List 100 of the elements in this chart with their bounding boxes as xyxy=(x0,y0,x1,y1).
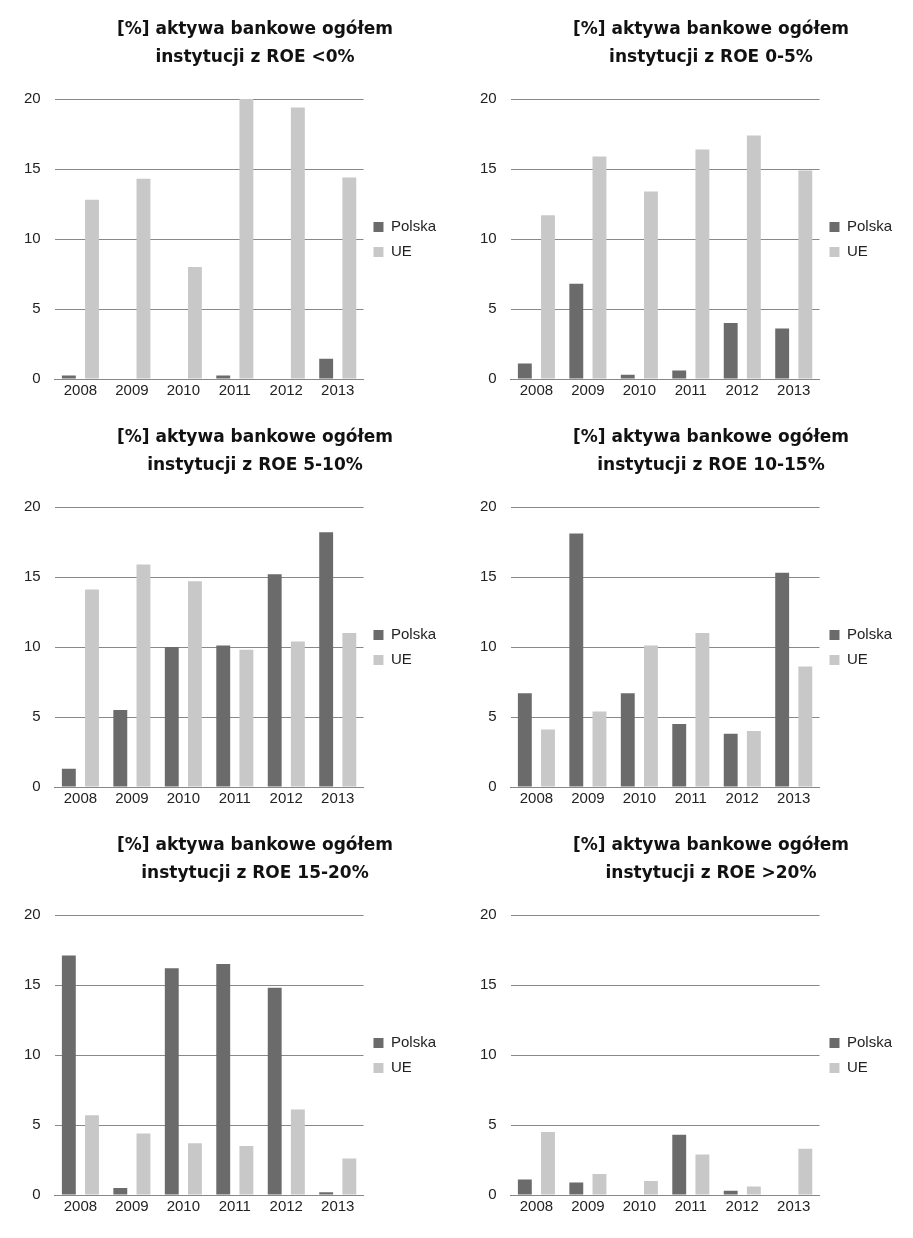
y-tick-label: 0 xyxy=(32,777,41,795)
bar xyxy=(187,1143,202,1195)
bar xyxy=(775,572,790,787)
y-tick-label: 0 xyxy=(32,1185,41,1203)
y-tick-label: 15 xyxy=(480,159,497,177)
bar xyxy=(290,1109,305,1195)
x-tick-label: 2012 xyxy=(269,381,303,399)
y-tick-label: 5 xyxy=(32,707,41,725)
bar xyxy=(136,178,151,379)
y-tick-label: 5 xyxy=(488,707,497,725)
bar xyxy=(85,199,99,379)
x-tick-label: 2008 xyxy=(519,381,554,399)
x-tick-label: 2011 xyxy=(674,381,707,399)
legend-label: UE xyxy=(846,1058,868,1076)
x-tick-label: 2008 xyxy=(63,381,98,399)
bar xyxy=(798,170,813,379)
y-tick-label: 0 xyxy=(488,369,497,387)
bar xyxy=(723,323,738,379)
bar xyxy=(187,581,202,787)
x-tick-label: 2013 xyxy=(777,381,811,399)
y-tick-label: 15 xyxy=(480,567,497,585)
legend-label: Polska xyxy=(846,1033,893,1051)
x-tick-label: 2011 xyxy=(674,789,707,807)
bar xyxy=(746,135,761,379)
x-tick-label: 2009 xyxy=(571,789,605,807)
y-tick-label: 5 xyxy=(488,299,497,317)
bar xyxy=(342,177,357,379)
y-tick-label: 10 xyxy=(24,229,41,247)
legend-label: UE xyxy=(390,242,412,260)
bar xyxy=(541,1132,555,1195)
legend-label: Polska xyxy=(846,217,893,235)
bar xyxy=(164,968,179,1195)
y-tick-label: 15 xyxy=(480,975,497,993)
bar xyxy=(620,693,635,787)
x-tick-label: 2008 xyxy=(63,1197,98,1215)
x-tick-label: 2012 xyxy=(725,381,759,399)
bar xyxy=(695,1154,710,1195)
y-tick-label: 20 xyxy=(480,905,497,923)
bar xyxy=(136,564,151,787)
bar xyxy=(672,370,687,379)
x-tick-label: 2009 xyxy=(571,381,605,399)
x-tick-label: 2013 xyxy=(321,1197,355,1215)
bar xyxy=(569,283,584,379)
bar xyxy=(113,710,128,787)
y-tick-label: 0 xyxy=(32,369,41,387)
bar xyxy=(592,1174,607,1195)
bar xyxy=(695,149,710,379)
y-tick-label: 20 xyxy=(480,497,497,515)
bar xyxy=(798,1148,813,1195)
x-tick-label: 2009 xyxy=(115,381,149,399)
bar xyxy=(541,729,555,787)
bar xyxy=(85,589,99,787)
x-tick-label: 2013 xyxy=(777,789,811,807)
legend-label: UE xyxy=(390,1058,412,1076)
y-tick-label: 5 xyxy=(32,299,41,317)
bar xyxy=(136,1133,151,1195)
x-tick-label: 2011 xyxy=(218,1197,251,1215)
y-tick-label: 15 xyxy=(24,159,41,177)
x-tick-label: 2013 xyxy=(321,381,355,399)
chart-title: [%] aktywa bankowe ogółem instytucji z ROE 5-10% xyxy=(115,425,395,476)
x-tick-label: 2010 xyxy=(622,1197,657,1215)
y-tick-label: 10 xyxy=(24,637,41,655)
x-tick-label: 2008 xyxy=(63,789,98,807)
y-tick-label: 0 xyxy=(488,1185,497,1203)
chart-title: [%] aktywa bankowe ogółem instytucji z ROE >20% xyxy=(571,833,851,884)
bar xyxy=(672,1134,687,1195)
legend-label: Polska xyxy=(390,217,437,235)
chart-title: [%] aktywa bankowe ogółem instytucji z ROE 10-15% xyxy=(571,425,851,476)
bar xyxy=(746,731,761,787)
y-tick-label: 10 xyxy=(24,1045,41,1063)
bar xyxy=(239,99,254,379)
chart-title: [%] aktywa bankowe ogółem instytucji z ROE 0-5% xyxy=(571,17,851,68)
bar xyxy=(569,533,584,787)
bar xyxy=(216,964,231,1195)
bar xyxy=(267,574,282,787)
bar xyxy=(517,363,532,379)
x-tick-label: 2010 xyxy=(622,789,657,807)
bar xyxy=(187,267,202,379)
bar xyxy=(746,1186,761,1195)
bar xyxy=(164,647,179,787)
x-tick-label: 2011 xyxy=(218,381,251,399)
legend-label: Polska xyxy=(846,625,893,643)
y-tick-label: 20 xyxy=(24,497,41,515)
bar xyxy=(319,532,334,787)
bar xyxy=(569,1182,584,1195)
x-tick-label: 2009 xyxy=(115,1197,149,1215)
bar xyxy=(775,328,790,379)
bar xyxy=(517,693,532,787)
bar xyxy=(216,645,231,787)
bar xyxy=(643,1181,658,1195)
bar xyxy=(61,768,76,787)
bar xyxy=(643,645,658,787)
x-tick-label: 2011 xyxy=(218,789,251,807)
legend-label: UE xyxy=(846,650,868,668)
x-tick-label: 2012 xyxy=(269,1197,303,1215)
x-tick-label: 2012 xyxy=(269,789,303,807)
x-tick-label: 2008 xyxy=(519,789,554,807)
bar xyxy=(695,633,710,787)
legend-label: Polska xyxy=(390,1033,437,1051)
y-tick-label: 20 xyxy=(480,89,497,107)
